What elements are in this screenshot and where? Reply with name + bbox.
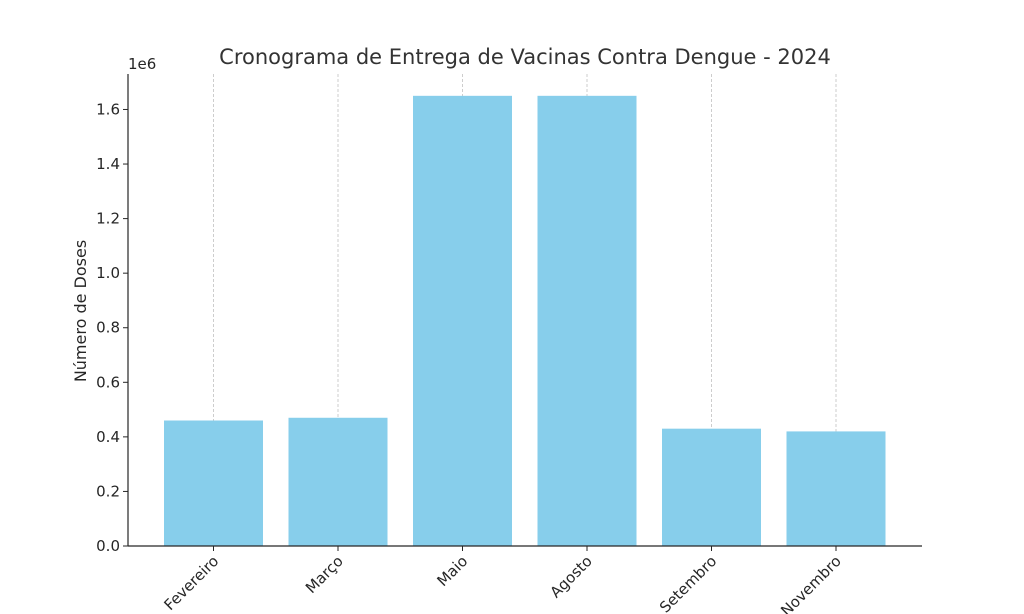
axes <box>123 74 922 551</box>
bar-maio <box>413 95 512 546</box>
bar-setembro <box>662 428 761 546</box>
y-tick-label: 1.6 <box>96 100 120 118</box>
bar-mar-o <box>288 417 388 546</box>
y-axis-offset-label: 1e6 <box>128 55 156 73</box>
y-tick-label: 0.8 <box>96 319 120 337</box>
y-tick-label: 0.4 <box>96 428 120 446</box>
y-tick-label: 1.2 <box>96 210 120 228</box>
y-tick-label: 1.0 <box>96 264 120 282</box>
x-tick-label: Fevereiro <box>161 552 223 614</box>
bar-agosto <box>537 95 637 546</box>
chart-title: Cronograma de Entrega de Vacinas Contra … <box>219 45 831 69</box>
y-axis-label: Número de Doses <box>71 240 90 382</box>
y-tick-label: 0.0 <box>96 537 120 555</box>
x-tick-label: Agosto <box>546 552 595 601</box>
bar-novembro <box>786 431 886 546</box>
x-tick-label: Março <box>302 552 347 597</box>
y-tick-label: 0.2 <box>96 482 120 500</box>
y-tick-label: 0.6 <box>96 373 120 391</box>
x-tick-label: Setembro <box>656 552 720 614</box>
bar-fevereiro <box>164 420 263 546</box>
x-tick-label: Novembro <box>777 552 845 614</box>
x-tick-label: Maio <box>434 552 472 590</box>
bars <box>164 95 886 546</box>
y-tick-label: 1.4 <box>96 155 120 173</box>
